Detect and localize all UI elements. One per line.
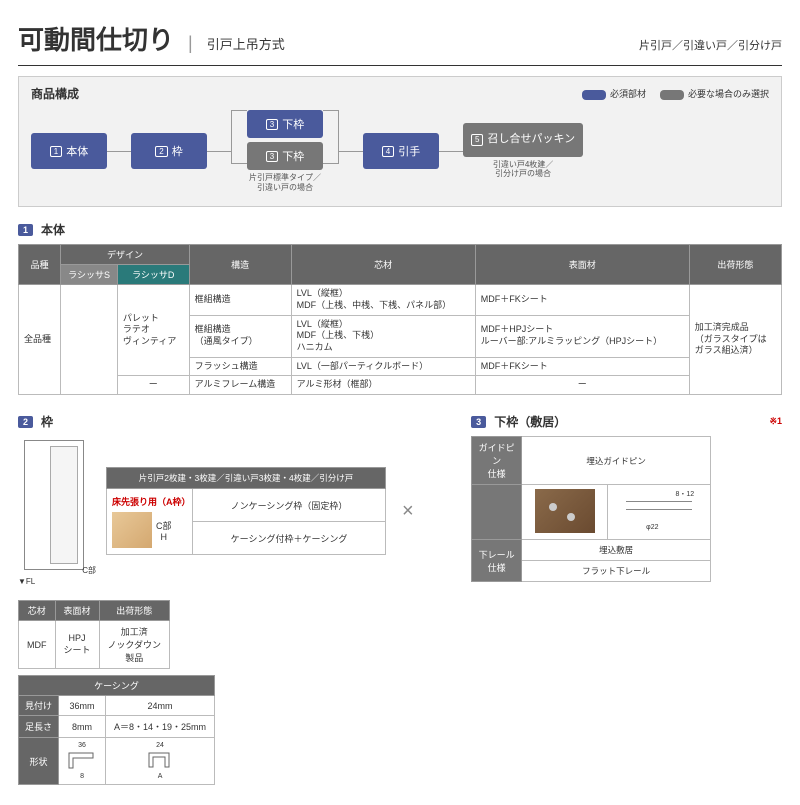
- legend: 必須部材 必要な場合のみ選択: [582, 87, 769, 100]
- legend-swatch-optional: [660, 90, 684, 100]
- profile-diagram-1: [67, 749, 97, 771]
- flow-note-2: 片引戸標準タイプ／ 引違い戸の場合: [247, 173, 323, 192]
- section-2-header: 2 枠: [18, 413, 453, 430]
- spec-table-1: 品種 デザイン 構造 芯材 表面材 出荷形態 ラシッサS ラシッサD 全品種 パ…: [18, 244, 782, 395]
- pin-diagram: 8・12 φ22: [622, 489, 696, 533]
- door-diagram: ▼FL C部: [18, 436, 96, 586]
- header-right: 片引戸／引違い戸／引分け戸: [639, 37, 782, 53]
- divider: |: [188, 33, 193, 54]
- flow-box-2: 2枠: [131, 133, 207, 169]
- flow-box-3b: 3下枠: [247, 142, 323, 170]
- composition-label: 商品構成: [31, 85, 79, 102]
- flow-box-1: 1本体: [31, 133, 107, 169]
- flow-box-3a: 3下枠: [247, 110, 323, 138]
- flow-note-5: 引違い戸4枚建／ 引分け戸の場合: [463, 160, 583, 179]
- flow-stack-3: 3下枠 3下枠: [247, 110, 323, 170]
- flow-diagram: 1本体 2枠 3下枠 3下枠 片引戸標準タイプ／ 引違い戸の場合 4引手 5召し…: [31, 110, 769, 192]
- composition-panel: 商品構成 必須部材 必要な場合のみ選択 1本体 2枠 3下枠 3下枠 片引戸標準…: [18, 76, 782, 207]
- cross-icon: ×: [396, 500, 420, 523]
- page-subtitle: 引戸上吊方式: [207, 34, 285, 53]
- casing-table: ケーシング 見付け 36mm24mm 足長さ 8mmA＝8・14・19・25mm…: [18, 675, 215, 785]
- material-swatch: [112, 512, 152, 548]
- page-title: 可動間仕切り: [18, 20, 174, 57]
- flow-box-4: 4引手: [363, 133, 439, 169]
- frame-table: 片引戸2枚建・3枚建／引違い戸3枚建・4枚建／引分け戸 床先張り用（A枠） C部…: [106, 467, 386, 555]
- legend-swatch-required: [582, 90, 606, 100]
- wood-photo: [535, 489, 595, 533]
- rail-table: ガイドピン 仕様 埋込ガイドピン 8・12 φ22 下レール: [471, 436, 711, 582]
- page-header: 可動間仕切り | 引戸上吊方式 片引戸／引違い戸／引分け戸: [18, 20, 782, 66]
- section-1-header: 1 本体: [18, 221, 782, 238]
- profile-diagram-2: [145, 749, 175, 771]
- section-3-header: 3 下枠（敷居） ※1: [471, 413, 782, 430]
- flow-box-5: 5召し合せパッキン: [463, 123, 583, 156]
- material-table: 芯材表面材出荷形態 MDF HPJ シート 加工済 ノックダウン 製品: [18, 600, 170, 669]
